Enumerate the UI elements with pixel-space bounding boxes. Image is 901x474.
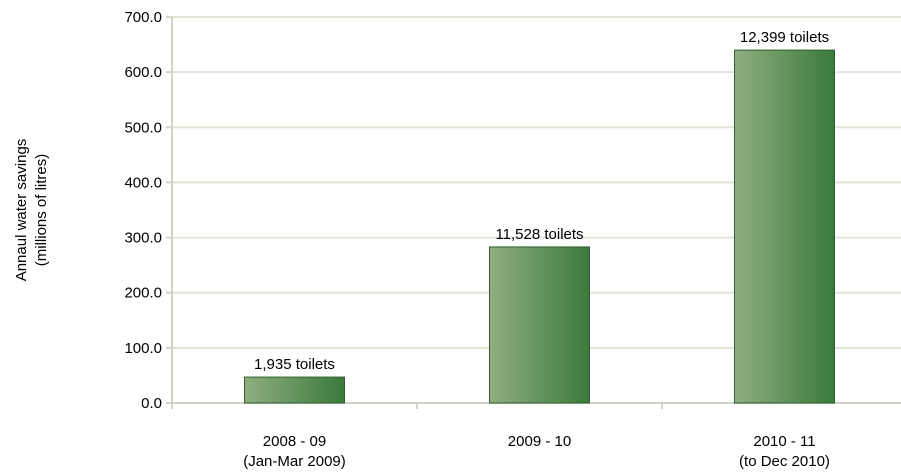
x-category-label: 2008 - 09 (263, 433, 326, 450)
gridlines (172, 16, 901, 349)
x-category-sublabel: (to Dec 2010) (739, 453, 830, 470)
y-axis-title-line-1: Annaul water savings (13, 139, 30, 282)
y-axis-title-line-2: (millions of litres) (33, 154, 50, 267)
bar (734, 49, 835, 404)
y-tick-label: 300.0 (124, 230, 162, 247)
y-tick-label: 200.0 (124, 285, 162, 302)
y-tick-label: 400.0 (124, 174, 162, 191)
y-tick-label: 100.0 (124, 340, 162, 357)
bar-data-label: 11,528 toilets (495, 226, 583, 243)
y-tick-label: 500.0 (124, 119, 162, 136)
y-tick-label: 0.0 (141, 395, 162, 412)
labels: 0.0 100.0 200.0 300.0 400.0 500.0 600.0 700.0 1,… (124, 9, 829, 470)
y-tick-label: 600.0 (124, 64, 162, 81)
bar (244, 376, 345, 404)
bar-data-label: 12,399 toilets (740, 29, 829, 46)
y-tick-label: 700.0 (124, 9, 162, 26)
bar (489, 246, 590, 404)
bars (244, 49, 835, 404)
bar-data-label: 1,935 toilets (254, 356, 335, 373)
x-category-sublabel: (Jan-Mar 2009) (243, 453, 346, 470)
x-category-label: 2010 - 11 (753, 433, 815, 450)
x-category-label: 2009 - 10 (508, 433, 571, 450)
